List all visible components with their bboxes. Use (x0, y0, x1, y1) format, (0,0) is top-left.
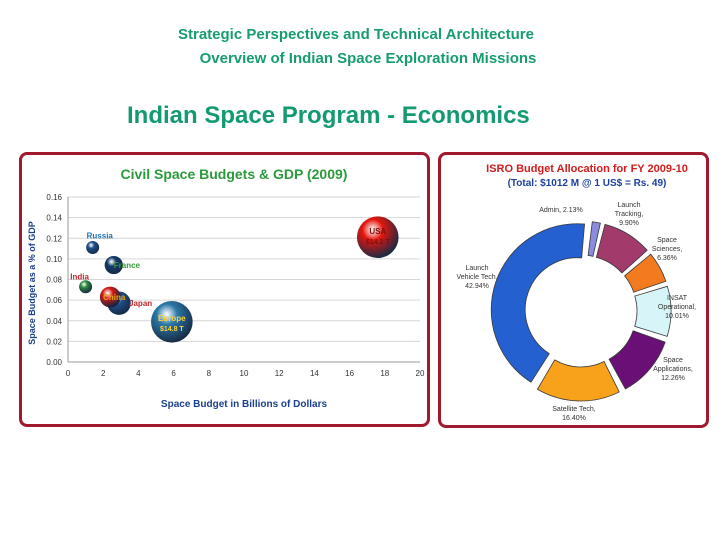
bubble-label-france: France (114, 261, 141, 270)
bubble-india (79, 280, 93, 294)
x-tick-label: 8 (207, 369, 212, 378)
y-tick-label: 0.04 (46, 317, 62, 326)
pie-chart-panel: ISRO Budget Allocation for FY 2009-10 (To… (438, 152, 709, 428)
donut-label-satellite-tech: Satellite Tech, 16.40% (552, 406, 596, 422)
y-tick-label: 0.14 (46, 214, 62, 223)
donut-slice-launch-vehicle-tech (490, 223, 585, 383)
scatter-chart-panel: Civil Space Budgets & GDP (2009) 0.00 0.02… (19, 152, 430, 427)
chart-title: Civil Space Budgets & GDP (2009) (121, 166, 348, 182)
donut-label-launch-tracking: Launch Tracking, 9.90% (615, 202, 644, 227)
donut-slice-insat-operational (634, 285, 672, 337)
donut-label-launch-vehicle-tech: Launch Vehicle Tech, 42.94% (456, 265, 497, 290)
donut-label-insat-operational: INSAT Operational, 10.01% (658, 295, 696, 320)
bubble-sublabel-europe: $14.8 T (160, 326, 184, 333)
bubble-label-europe: Europe (158, 314, 186, 323)
bubble-label-japan: Japan (129, 299, 152, 308)
x-tick-label: 10 (240, 369, 249, 378)
x-tick-label: 14 (310, 369, 319, 378)
pie-subtitle: (Total: $1012 M @ 1 US$ = Rs. 49) (508, 178, 667, 189)
bubble-russia (86, 241, 100, 255)
y-tick-label: 0.10 (46, 255, 62, 264)
pie-title: ISRO Budget Allocation for FY 2009-10 (486, 163, 688, 175)
bubble-europe (151, 300, 193, 343)
x-tick-label: 2 (101, 369, 106, 378)
y-tick-label: 0.02 (46, 337, 62, 346)
x-axis-label: Space Budget in Billions of Dollars (161, 399, 328, 410)
donut-slice-space-applications (608, 330, 666, 390)
x-tick-label: 6 (171, 369, 176, 378)
bubble-label-usa: USA (369, 227, 386, 236)
x-tick-label: 16 (345, 369, 354, 378)
bubble-label-china: China (103, 293, 126, 302)
page-title: Indian Space Program - Economics (127, 102, 530, 129)
bubble-china (99, 286, 121, 308)
y-tick-label: 0.12 (46, 234, 62, 243)
x-tick-label: 18 (380, 369, 389, 378)
x-tick-label: 0 (66, 369, 71, 378)
bubble-label-russia: Russia (87, 232, 114, 241)
donut-label-admin: Admin, 2.13% (539, 207, 583, 214)
bubble-sublabel-usa: $14.2 T (366, 239, 390, 246)
y-tick-label: 0.16 (46, 193, 62, 202)
donut-label-space-applications: Space Applications, 12.26% (653, 357, 693, 382)
bubble-label-india: India (70, 273, 89, 282)
y-axis-label: Space Budget as a % of GDP (27, 221, 37, 345)
header-line-1: Strategic Perspectives and Technical Arc… (178, 26, 534, 43)
donut-slice-space-sciences (623, 253, 667, 293)
donut-slice-satellite-tech (536, 359, 620, 402)
header-line-2: Overview of Indian Space Exploration Mis… (199, 50, 537, 67)
donut-slice-admin (587, 221, 601, 257)
bubble-france (104, 255, 123, 275)
donut-label-space-sciences: Space Sciences, 6.36% (652, 237, 682, 262)
donut-slice-launch-tracking (595, 223, 648, 274)
bubble-usa (356, 216, 399, 259)
x-tick-label: 20 (416, 369, 425, 378)
y-tick-label: 0.00 (46, 358, 62, 367)
y-tick-label: 0.08 (46, 276, 62, 285)
x-tick-label: 4 (136, 369, 141, 378)
donut-chart: ISRO Budget Allocation for FY 2009-10 (To… (456, 163, 696, 422)
x-tick-label: 12 (275, 369, 284, 378)
y-tick-label: 0.06 (46, 296, 62, 305)
scatter-chart: Civil Space Budgets & GDP (2009) 0.00 0.02… (27, 166, 425, 410)
